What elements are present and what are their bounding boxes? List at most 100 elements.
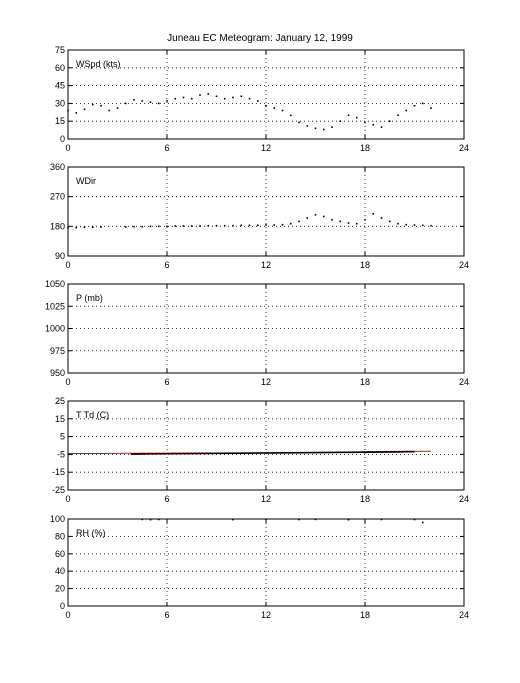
data-point — [372, 123, 375, 126]
x-tick-label: 0 — [65, 610, 70, 620]
data-point — [397, 114, 399, 117]
data-point — [133, 225, 135, 228]
data-point — [83, 108, 86, 111]
data-point — [364, 121, 366, 124]
x-tick-label: 0 — [65, 494, 70, 504]
data-point — [405, 223, 408, 226]
x-tick-label: 0 — [65, 377, 70, 387]
data-point — [240, 95, 243, 98]
data-point — [124, 102, 127, 105]
data-point — [207, 224, 210, 227]
x-tick-label: 18 — [360, 494, 370, 504]
y-tick-label: 975 — [50, 346, 65, 356]
panel-label: P (mb) — [76, 293, 103, 303]
x-tick-label: 12 — [261, 610, 271, 620]
y-tick-label: 360 — [50, 162, 65, 172]
panel-label: RH (%) — [76, 528, 106, 538]
y-tick-label: 90 — [55, 251, 65, 261]
data-point — [298, 220, 300, 223]
x-tick-label: 24 — [459, 260, 469, 270]
data-point — [223, 224, 226, 227]
data-point — [83, 226, 86, 229]
data-point — [314, 213, 317, 216]
data-point — [232, 96, 234, 99]
x-tick-label: 6 — [164, 260, 169, 270]
data-point — [347, 114, 350, 117]
data-point — [116, 107, 119, 109]
data-point — [380, 217, 383, 219]
data-point — [322, 128, 325, 131]
data-point — [388, 120, 391, 122]
x-tick-label: 0 — [65, 143, 70, 153]
x-tick-label: 6 — [164, 610, 169, 620]
x-tick-label: 12 — [261, 377, 271, 387]
data-point — [421, 102, 424, 105]
data-point — [256, 100, 259, 102]
y-tick-label: 25 — [55, 396, 65, 406]
data-point — [314, 127, 317, 130]
x-tick-label: 18 — [360, 260, 370, 270]
x-tick-label: 12 — [261, 260, 271, 270]
y-tick-label: 60 — [55, 63, 65, 73]
data-point — [215, 224, 218, 227]
data-point — [388, 220, 391, 223]
data-point — [355, 222, 358, 225]
y-tick-label: 60 — [55, 549, 65, 559]
data-point — [347, 518, 350, 521]
data-point — [232, 224, 234, 227]
data-point — [339, 120, 342, 122]
data-point — [91, 226, 94, 229]
data-point — [182, 225, 185, 227]
data-point — [413, 224, 416, 226]
data-point — [207, 93, 210, 95]
data-point — [182, 96, 185, 99]
x-tick-label: 6 — [164, 494, 169, 504]
x-tick-label: 12 — [261, 143, 271, 153]
data-point — [174, 97, 177, 100]
data-point — [405, 109, 408, 112]
y-tick-label: 5 — [60, 432, 65, 442]
y-tick-label: 0 — [60, 601, 65, 611]
data-point — [413, 104, 416, 107]
data-point — [190, 225, 193, 227]
data-point — [149, 518, 152, 521]
y-tick-label: 15 — [55, 116, 65, 126]
data-point — [91, 103, 94, 106]
data-point — [430, 107, 432, 109]
data-point — [149, 101, 152, 104]
data-point — [215, 95, 218, 98]
series-line — [130, 450, 415, 455]
data-point — [397, 222, 399, 225]
y-tick-label: 1000 — [45, 324, 65, 334]
y-tick-label: 30 — [55, 98, 65, 108]
data-point — [265, 224, 267, 226]
data-point — [413, 518, 416, 521]
data-point — [331, 126, 333, 128]
data-point — [133, 99, 135, 101]
y-tick-label: 20 — [55, 584, 65, 594]
data-point — [289, 222, 292, 225]
data-point — [289, 114, 292, 117]
y-tick-label: 15 — [55, 414, 65, 424]
x-tick-label: 18 — [360, 143, 370, 153]
data-point — [240, 224, 243, 227]
y-tick-label: 80 — [55, 531, 65, 541]
y-tick-label: -15 — [52, 467, 65, 477]
plot-area — [68, 519, 464, 606]
y-tick-label: 100 — [50, 514, 65, 524]
data-point — [421, 224, 424, 227]
chart-title: Juneau EC Meteogram: January 12, 1999 — [167, 33, 353, 44]
data-point — [306, 217, 309, 219]
panel-1: 0 6 12 18 24 0 15 30 45 60 75 WSpd (kts) — [55, 45, 469, 153]
data-point — [306, 125, 309, 127]
y-tick-label: 1025 — [45, 301, 65, 311]
data-point — [75, 226, 78, 229]
data-point — [124, 226, 127, 228]
data-point — [248, 97, 251, 100]
x-tick-label: 6 — [164, 377, 169, 387]
panel-label: WDir — [76, 176, 96, 186]
data-point — [199, 225, 201, 227]
data-point — [141, 100, 144, 102]
data-point — [100, 104, 102, 107]
